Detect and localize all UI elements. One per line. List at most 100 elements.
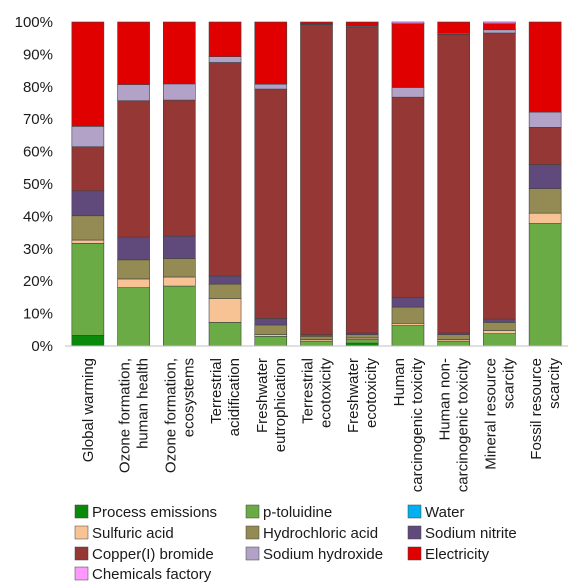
bar-segment-c6-s1	[345, 338, 379, 344]
bar-segment-c2-s7	[163, 83, 196, 101]
x-category-label-6-line-0: Freshwater	[345, 358, 362, 433]
bar-segment-c0-s6	[71, 146, 105, 192]
bar-segment-c1-s8	[117, 21, 150, 85]
bar-segment-c1-s1	[117, 287, 150, 347]
y-tick-label-3: 30%	[23, 241, 53, 258]
x-category-label-9-line-1: scarcity	[500, 358, 517, 409]
x-category-label-10-line-1: scarcity	[546, 358, 563, 409]
bar-segment-c8-s1	[437, 340, 470, 347]
bar-segment-c3-s5	[208, 275, 242, 285]
legend: Process emissions p-toluidine Water Sulfuri…	[74, 504, 517, 583]
bar-segment-c3-s1	[208, 322, 242, 347]
x-category-label-4-line-1: eutrophication	[272, 358, 289, 452]
legend-swatch-0	[74, 504, 89, 519]
legend-label-7: Sodium hydroxide	[263, 546, 383, 563]
legend-label-4: Hydrochloric acid	[263, 525, 378, 542]
bar-segment-c3-s8	[208, 21, 242, 57]
bar-segment-c0-s4	[71, 215, 105, 241]
bar-segment-c8-s4	[437, 334, 470, 340]
legend-label-0: Process emissions	[92, 504, 217, 521]
legend-label-2: Water	[425, 504, 464, 521]
bar-segment-c9-s8	[483, 23, 516, 31]
bar-segment-c7-s7	[391, 87, 425, 98]
bar-segment-c10-s5	[528, 164, 562, 189]
y-tick-label-2: 20%	[23, 273, 53, 290]
legend-swatch-4	[245, 525, 260, 540]
legend-label-5: Sodium nitrite	[425, 525, 517, 542]
bar-segment-c9-s7	[483, 29, 516, 34]
bar-segment-c1-s6	[117, 100, 150, 238]
x-category-label-2-line-0: Ozone formation,	[162, 358, 179, 473]
legend-label-8: Electricity	[425, 546, 490, 563]
bar-segment-c1-s5	[117, 236, 150, 261]
bar-segment-c2-s3	[163, 276, 196, 287]
bar-segment-c7-s1	[391, 325, 425, 347]
bar-segment-c5-s4	[300, 335, 333, 340]
legend-swatch-1	[245, 504, 260, 519]
bar-segment-c2-s5	[163, 235, 196, 259]
x-category-label-8-line-0: Human non-	[437, 358, 454, 441]
x-category-label-0-line-0: Global warming	[80, 358, 97, 462]
bar-segment-c10-s6	[528, 127, 562, 165]
legend-swatch-2	[407, 504, 422, 519]
x-category-label-10-line-0: Fossil resource	[528, 358, 545, 460]
bar-segment-c3-s4	[208, 283, 242, 299]
bar-segment-c6-s4	[345, 334, 379, 339]
bar-segment-c0-s3	[71, 239, 105, 244]
x-category-label-4-line-0: Freshwater	[254, 358, 271, 433]
x-category-label-7-line-0: Human	[391, 358, 408, 406]
bar-segment-c5-s1	[300, 340, 333, 347]
bar-segment-c10-s4	[528, 188, 562, 214]
y-tick-label-6: 60%	[23, 144, 53, 161]
bar-segment-c3-s3	[208, 298, 242, 323]
legend-swatch-3	[74, 525, 89, 540]
bar-segment-c10-s1	[528, 223, 562, 347]
x-category-label-6-line-1: ecotoxicity	[363, 358, 380, 429]
legend-swatch-5	[407, 525, 422, 540]
bar-segment-c4-s4	[254, 324, 288, 335]
y-tick-label-9: 90%	[23, 46, 53, 63]
bar-segment-c9-s4	[483, 322, 516, 331]
bar-segment-c4-s8	[254, 21, 288, 85]
x-category-label-1-line-1: human health	[135, 358, 152, 449]
bar-segment-c9-s9	[483, 21, 516, 24]
bar-segment-c10-s3	[528, 212, 562, 224]
bar-segment-c0-s0	[71, 335, 105, 347]
bar-segment-c7-s9	[391, 21, 425, 24]
legend-label-9: Chemicals factory	[92, 566, 212, 583]
bar-segment-c7-s4	[391, 306, 425, 324]
bar-segment-c4-s5	[254, 318, 288, 326]
bar-segment-c9-s1	[483, 333, 516, 347]
bar-segment-c4-s6	[254, 88, 288, 319]
y-axis-ticks: 0% 10% 20% 30% 40% 50% 60% 70% 80% 90% 100%	[15, 14, 53, 355]
y-tick-label-8: 80%	[23, 79, 53, 96]
legend-swatch-9	[74, 566, 89, 581]
y-tick-label-1: 10%	[23, 306, 53, 323]
x-category-label-2-line-1: ecosystems	[180, 358, 197, 437]
bar-segment-c7-s5	[391, 297, 425, 308]
bar-segment-c4-s1	[254, 335, 288, 347]
x-category-label-1-line-0: Ozone formation,	[117, 358, 134, 473]
bar-segment-c1-s4	[117, 259, 150, 280]
y-tick-label-7: 70%	[23, 111, 53, 128]
bar-segment-c3-s7	[208, 56, 242, 63]
x-category-label-3-line-0: Terrestrial	[208, 358, 225, 424]
bar-segment-c8-s6	[437, 34, 470, 334]
legend-label-1: p-toluidine	[263, 504, 332, 521]
legend-swatch-7	[245, 546, 260, 561]
legend-label-6: Copper(I) bromide	[92, 546, 214, 563]
legend-swatch-8	[407, 546, 422, 561]
y-tick-label-5: 50%	[23, 176, 53, 193]
bar-segment-c0-s1	[71, 242, 105, 336]
bar-segment-c6-s6	[345, 26, 379, 334]
bar-segment-c2-s4	[163, 258, 196, 278]
bar-segment-c9-s3	[483, 330, 516, 334]
bar-segment-c8-s8	[437, 21, 470, 34]
bar-segment-c0-s5	[71, 190, 105, 217]
x-category-label-9-line-0: Mineral resource	[482, 358, 499, 470]
x-category-label-5-line-1: ecotoxicity	[318, 358, 335, 429]
bar-segment-c5-s6	[300, 24, 333, 335]
bar-segment-c2-s8	[163, 21, 196, 85]
x-category-label-5-line-0: Terrestrial	[300, 358, 317, 424]
bar-segment-c3-s6	[208, 62, 242, 277]
